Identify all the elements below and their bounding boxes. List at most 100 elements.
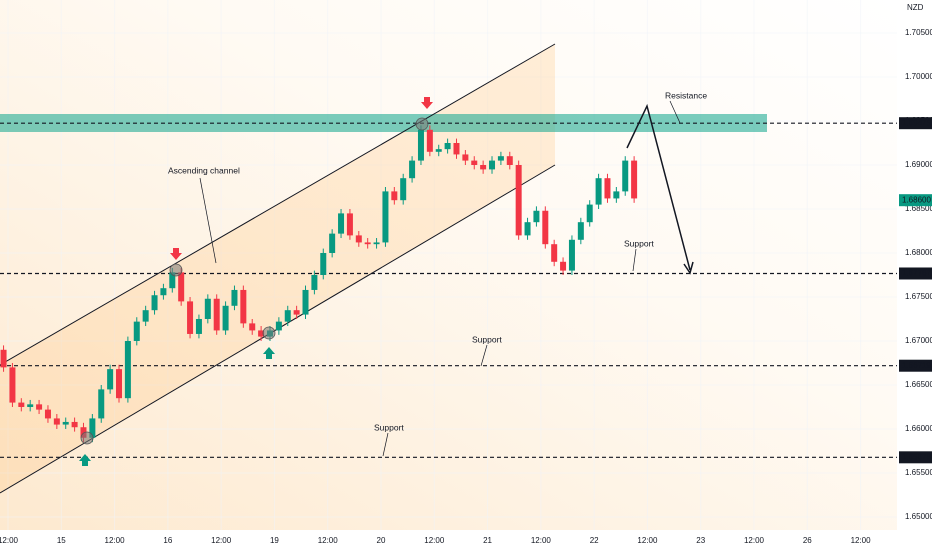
candle-body xyxy=(462,154,469,161)
candle-body xyxy=(497,156,504,161)
candle-body xyxy=(178,272,185,302)
candle-body xyxy=(400,178,407,201)
candle-body xyxy=(417,129,424,161)
annotation: Support xyxy=(624,238,654,248)
level-tag xyxy=(899,267,932,280)
level-tag xyxy=(899,451,932,464)
candle-body xyxy=(169,272,176,289)
candle-body xyxy=(595,178,602,205)
candle-body xyxy=(533,210,540,223)
candle-body xyxy=(302,289,309,315)
y-tick-label: 1.68000 xyxy=(905,248,932,257)
x-tick-label: 12:00 xyxy=(211,536,232,545)
candle-body xyxy=(151,295,158,311)
x-tick-label: 12:00 xyxy=(637,536,658,545)
candle-body xyxy=(275,321,282,331)
touch-circle xyxy=(415,117,429,131)
channel-fill xyxy=(0,44,555,493)
x-tick-label: 12:00 xyxy=(105,536,126,545)
candle-body xyxy=(604,178,611,199)
candle-body xyxy=(116,369,123,399)
candle-body xyxy=(0,349,7,368)
candle-body xyxy=(515,164,522,236)
x-tick-label: 15 xyxy=(57,536,66,545)
pointer xyxy=(199,177,217,264)
candle-body xyxy=(631,160,638,199)
candle-body xyxy=(542,210,549,245)
y-tick-label: 1.65000 xyxy=(905,512,932,521)
candle-body xyxy=(107,369,114,390)
y-tick-label: 1.67500 xyxy=(905,292,932,301)
level-label: 1.65678 xyxy=(902,452,931,461)
candle-body xyxy=(80,427,87,438)
candle-body xyxy=(311,274,318,290)
candle-body xyxy=(222,305,229,331)
candle-body xyxy=(373,242,380,245)
candle-body xyxy=(409,160,416,179)
annotation: Ascending channel xyxy=(168,165,240,175)
candle-body xyxy=(435,149,442,152)
down-arrow xyxy=(421,97,433,109)
candle-body xyxy=(44,409,51,419)
candle-body xyxy=(124,340,131,399)
up-arrow xyxy=(263,347,275,359)
level-tag xyxy=(899,359,932,372)
touch-circle xyxy=(169,263,183,277)
candle-body xyxy=(444,142,451,150)
pointer xyxy=(480,344,488,367)
candle-body xyxy=(586,204,593,223)
candle-body xyxy=(240,289,247,324)
touch-circle xyxy=(262,326,276,340)
candle-body xyxy=(18,402,25,407)
candle-body xyxy=(249,323,256,331)
x-tick-label: 26 xyxy=(803,536,812,545)
candle-body xyxy=(355,235,362,243)
x-tick-label: 12:00 xyxy=(0,536,19,545)
candle-body xyxy=(622,160,629,192)
candle-body xyxy=(338,213,345,234)
candles xyxy=(0,125,638,443)
candle-body xyxy=(506,156,513,165)
x-tick-label: 12:00 xyxy=(744,536,765,545)
candle-body xyxy=(524,222,531,236)
grid xyxy=(0,0,897,530)
candle-body xyxy=(613,191,620,199)
levels xyxy=(0,122,897,458)
candle-body xyxy=(453,142,460,155)
touch-points xyxy=(80,117,429,445)
candle-body xyxy=(489,160,496,170)
channel-upper xyxy=(0,43,556,366)
currency-label: NZD xyxy=(907,3,924,12)
annotation: Resistance xyxy=(665,90,707,100)
y-tick-label: 1.70000 xyxy=(905,72,932,81)
x-tick-label: 23 xyxy=(696,536,705,545)
candle-body xyxy=(89,418,96,438)
down-arrow xyxy=(170,248,182,260)
candle-body xyxy=(231,289,238,306)
x-tick-label: 22 xyxy=(590,536,599,545)
candle-body xyxy=(364,242,371,245)
x-tick-label: 12:00 xyxy=(531,536,552,545)
candle-body xyxy=(471,160,478,165)
candle-body xyxy=(36,404,43,410)
annotation: Support xyxy=(472,334,502,344)
candle-body xyxy=(9,367,16,403)
candle-body xyxy=(204,298,211,319)
candle-body xyxy=(142,310,149,322)
y-tick-label: 1.68500 xyxy=(905,204,932,213)
pointer xyxy=(669,100,681,124)
annotation: Support xyxy=(374,422,404,432)
candle-body xyxy=(426,129,433,152)
resistance-zone xyxy=(0,114,767,132)
candle-body xyxy=(320,252,327,275)
candle-body xyxy=(195,318,202,334)
x-tick-label: 12:00 xyxy=(424,536,445,545)
projection-arrowhead xyxy=(683,261,694,275)
candle-body xyxy=(560,261,567,271)
level-label: 1.66719 xyxy=(902,361,931,370)
pointer xyxy=(632,248,637,272)
candle-body xyxy=(382,191,389,243)
candle-body xyxy=(133,321,140,341)
y-tick-label: 1.69000 xyxy=(905,160,932,169)
candle-body xyxy=(577,222,584,240)
